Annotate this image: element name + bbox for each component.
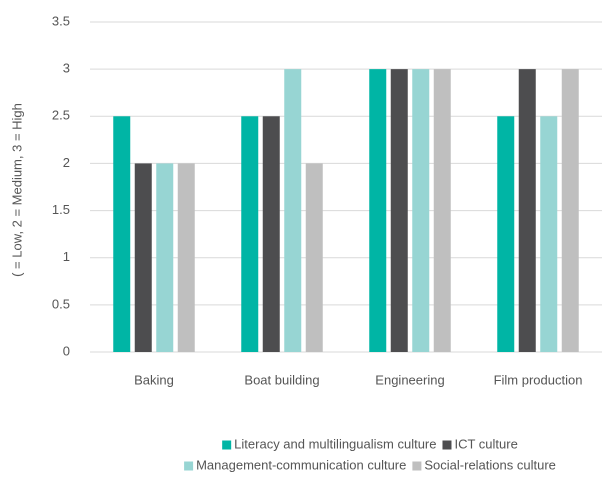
bar: [561, 69, 579, 353]
legend-label: Management-communication culture: [196, 457, 406, 472]
bar: [134, 163, 152, 352]
y-tick-label: 1.5: [52, 202, 70, 217]
y-tick-label: 2: [63, 155, 70, 170]
x-tick-label: Engineering: [375, 372, 444, 387]
y-tick-label: 1: [63, 249, 70, 264]
legend-swatch: [222, 440, 232, 450]
bar: [284, 69, 302, 353]
bar: [433, 69, 451, 353]
y-tick-label: 2.5: [52, 108, 70, 123]
bar: [518, 69, 536, 353]
y-tick-label: 3: [63, 61, 70, 76]
bar: [412, 69, 430, 353]
x-tick-label: Boat building: [244, 372, 319, 387]
bar: [540, 116, 558, 353]
bar: [262, 116, 280, 353]
legend-label: Social-relations culture: [424, 457, 556, 472]
bar: [390, 69, 408, 353]
x-tick-label: Film production: [494, 372, 583, 387]
x-tick-label: Baking: [134, 372, 174, 387]
y-tick-label: 0.5: [52, 296, 70, 311]
legend-swatch: [184, 461, 194, 471]
bar: [113, 116, 131, 353]
bar: [305, 163, 323, 352]
legend-label: ICT culture: [454, 436, 517, 451]
bar: [241, 116, 259, 353]
bar: [177, 163, 195, 352]
legend-swatch: [442, 440, 452, 450]
y-tick-label: 3.5: [52, 13, 70, 28]
legend-label: Literacy and multilingualism culture: [234, 436, 436, 451]
bar: [369, 69, 387, 353]
y-tick-label: 0: [63, 343, 70, 358]
y-axis-label: ( = Low, 2 = Medium, 3 = High: [9, 103, 24, 277]
bar: [497, 116, 515, 353]
legend-swatch: [412, 461, 422, 471]
bar: [156, 163, 174, 352]
